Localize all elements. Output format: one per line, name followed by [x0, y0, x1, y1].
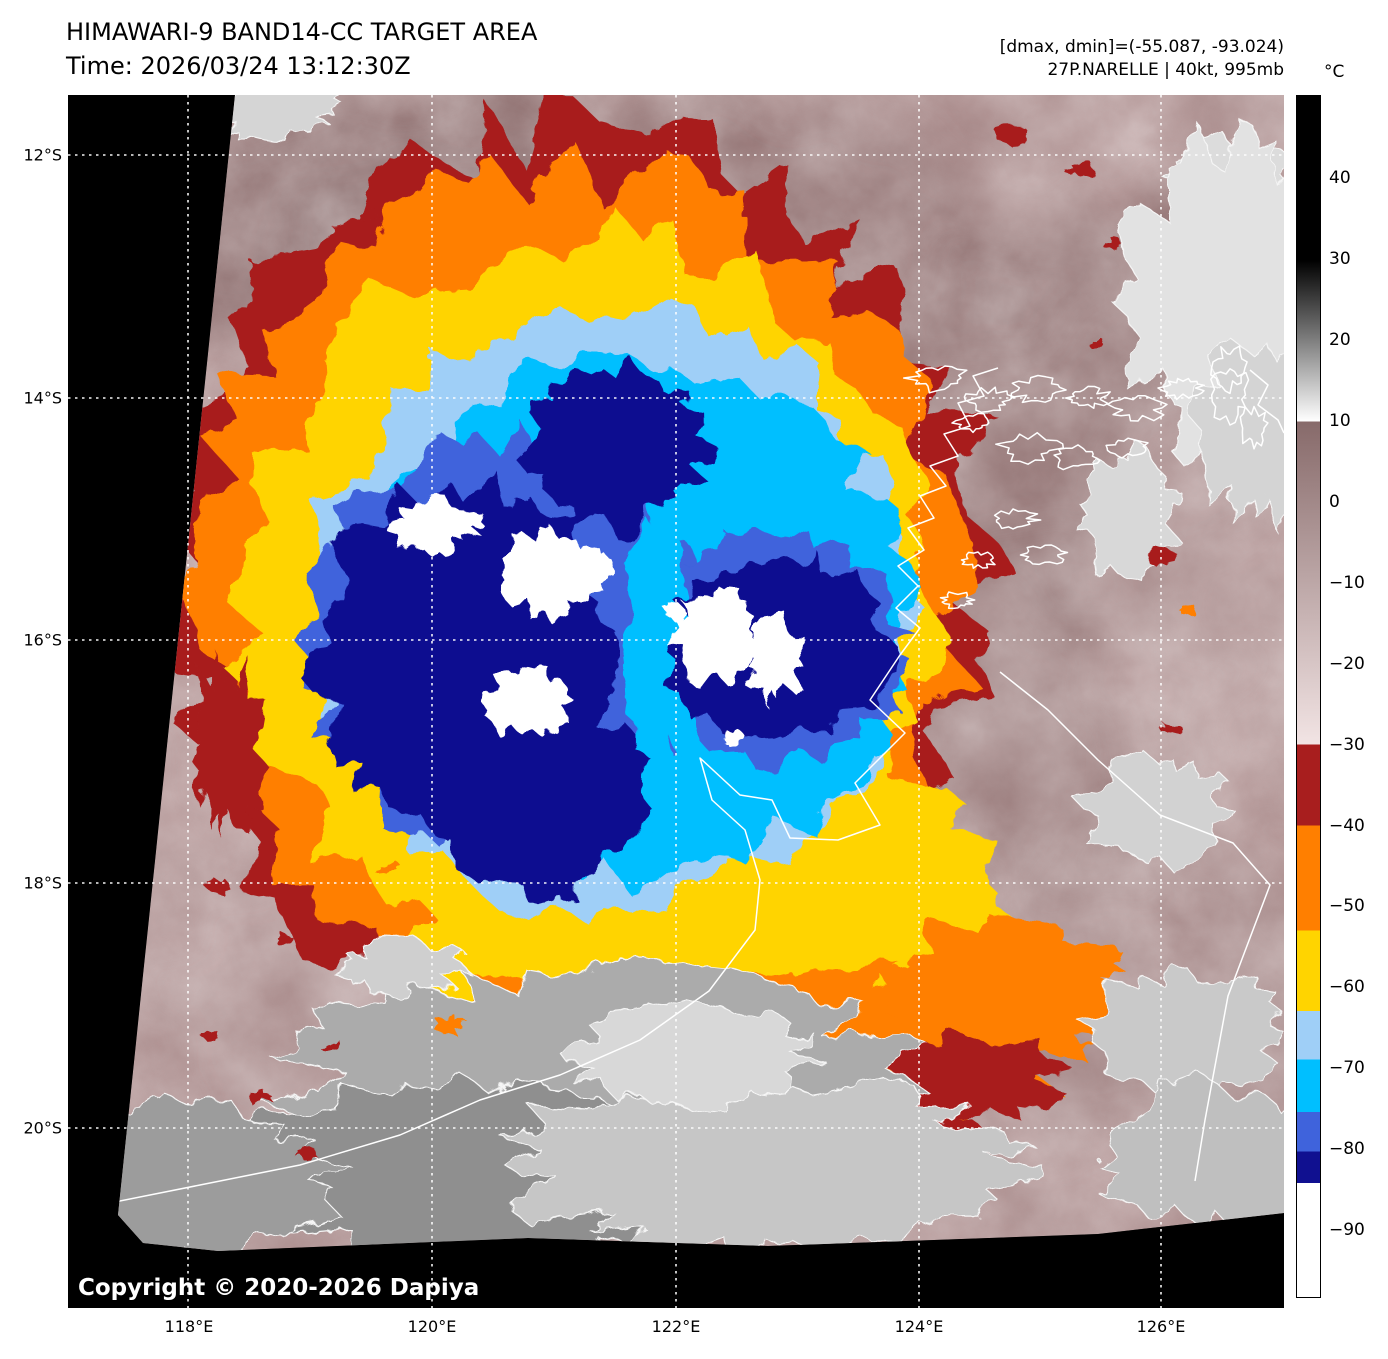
colorbar-tick-label: 30	[1329, 249, 1351, 270]
lat-tick-label: 16°S	[23, 630, 62, 650]
lon-tick-label: 126°E	[1136, 1317, 1186, 1336]
colorbar-tick-label: −40	[1329, 815, 1365, 836]
colorbar-tick-label: −90	[1329, 1220, 1365, 1241]
colorbar-tick-label: 0	[1329, 491, 1340, 512]
colorbar-gradient	[1296, 95, 1321, 1298]
colorbar-tick-label: 40	[1329, 168, 1351, 189]
figure-title: HIMAWARI-9 BAND14-CC TARGET AREA	[66, 18, 538, 46]
lon-tick-label: 120°E	[407, 1317, 457, 1336]
colorbar-tick-label: −60	[1329, 977, 1365, 998]
lon-tick-label: 118°E	[164, 1317, 214, 1336]
copyright-watermark: Copyright © 2020-2026 Dapiya	[78, 1275, 480, 1301]
storm-readout: 27P.NARELLE | 40kt, 995mb	[1047, 60, 1284, 80]
dmax-dmin-readout: [dmax, dmin]=(-55.087, -93.024)	[999, 37, 1284, 57]
lat-tick-label: 18°S	[23, 873, 62, 893]
colorbar-tick-label: −20	[1329, 653, 1365, 674]
header-info: [dmax, dmin]=(-55.087, -93.024) 27P.NARE…	[1000, 36, 1284, 82]
lat-tick-label: 12°S	[23, 145, 62, 165]
lat-tick-label: 20°S	[23, 1118, 62, 1138]
colorbar-unit-label: °C	[1324, 62, 1345, 82]
lat-tick-label: 14°S	[23, 388, 62, 408]
colorbar-tick-label: −10	[1329, 572, 1365, 593]
satellite-image	[68, 95, 1284, 1308]
lon-tick-label: 124°E	[894, 1317, 944, 1336]
colorbar-tick-label: 10	[1329, 411, 1351, 432]
colorbar-tick-label: 20	[1329, 330, 1351, 351]
map-canvas: Copyright © 2020-2026 Dapiya	[68, 95, 1284, 1308]
colorbar-tick-label: −50	[1329, 896, 1365, 917]
colorbar-tick-label: −80	[1329, 1139, 1365, 1160]
colorbar-tick-label: −30	[1329, 734, 1365, 755]
figure-timestamp: Time: 2026/03/24 13:12:30Z	[66, 52, 411, 80]
lon-tick-label: 122°E	[651, 1317, 701, 1336]
colorbar-tick-label: −70	[1329, 1058, 1365, 1079]
